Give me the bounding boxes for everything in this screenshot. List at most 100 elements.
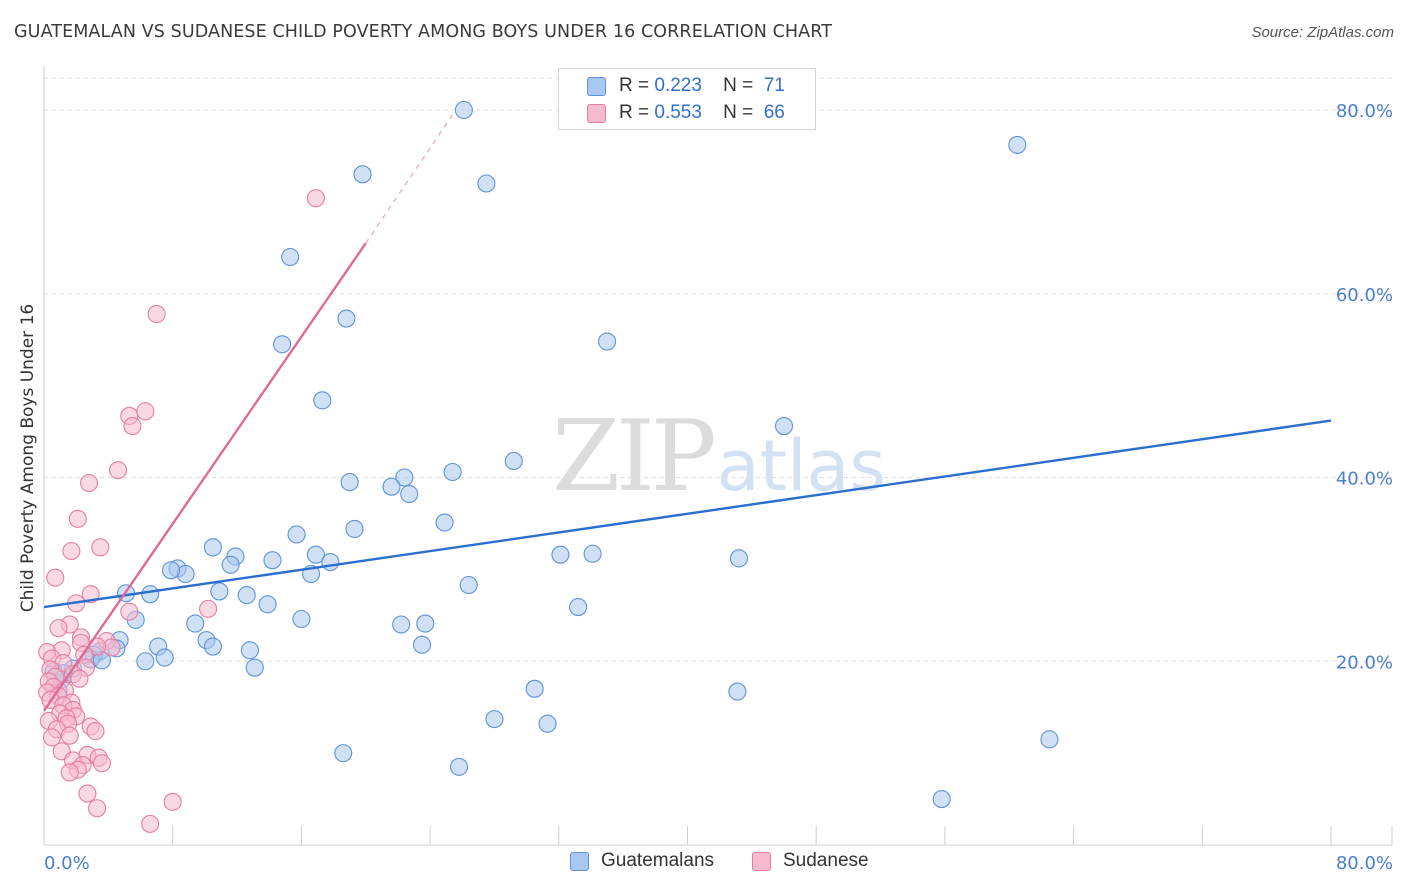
guatemalans-point (395, 468, 414, 487)
sudanese-point (42, 728, 62, 747)
watermark-zip: ZIP (552, 400, 717, 514)
sudanese-point (120, 602, 139, 621)
sudanese-point (60, 763, 79, 782)
y-tick-label: 80.0% (1336, 101, 1393, 122)
guatemalans-point (583, 544, 602, 563)
guatemalans-point (345, 519, 364, 539)
sudanese-point (60, 726, 79, 745)
guatemalans-point (353, 165, 372, 184)
sudanese-point (147, 304, 166, 324)
guatemalans-point (504, 451, 523, 471)
guatemalans-point (400, 484, 419, 504)
series-legend: Guatemalans Sudanese (0, 850, 1406, 880)
guatemalans-point (454, 100, 473, 120)
sudanese-point (92, 754, 111, 773)
guatemalans-point (141, 585, 160, 604)
guatemalans-point (569, 597, 588, 617)
guatemalans-point (162, 561, 181, 580)
guatemalans-point (203, 637, 222, 656)
grid-layer (44, 77, 1392, 662)
series-label-sudanese: Sudanese (783, 850, 869, 871)
guatemalans-point (245, 658, 264, 677)
series-label-guatemalans: Guatemalans (601, 850, 715, 871)
guatemalans-point (525, 679, 544, 698)
guatemalans-point (435, 513, 454, 532)
guatemalans-point (392, 615, 411, 634)
sudanese-point (163, 792, 182, 811)
guatemalans-point (258, 595, 277, 614)
guatemalans-point (306, 545, 325, 564)
guatemalans-point (136, 652, 155, 671)
guatemalans-point (273, 335, 292, 354)
guatemalans-point (413, 635, 432, 654)
sudanese-point (86, 722, 105, 741)
guatemalans-point (203, 538, 222, 557)
trend-layer (43, 109, 1332, 712)
guatemalans-point (240, 641, 259, 660)
sudanese-point (136, 402, 155, 421)
sudanese-point (141, 814, 160, 833)
sudanese-point (306, 189, 325, 208)
guatemalans-point (321, 552, 340, 572)
guatemalans-point (459, 575, 478, 595)
guatemalans-point (729, 549, 749, 568)
sudanese-point (79, 473, 99, 493)
x-tick-label: 80.0% (1336, 853, 1393, 874)
series-swatch-sudanese (752, 852, 771, 871)
guatemalans-point (340, 473, 359, 492)
sudanese-point (78, 784, 97, 803)
series-swatch-guatemalans (570, 852, 589, 871)
sudanese-point (199, 599, 218, 618)
guatemalans-point (932, 790, 951, 809)
sudanese-point (70, 669, 89, 688)
guatemalans-point (313, 391, 332, 410)
y-tick-label: 60.0% (1336, 285, 1393, 306)
legend-text-sudanese: R = 0.553 N = 66 (619, 102, 785, 123)
guatemalans-point (334, 744, 353, 763)
sudanese-point (108, 461, 128, 480)
guatemalans-point (416, 614, 435, 633)
watermark-atlas: atlas (716, 425, 886, 507)
guatemalans-point (281, 247, 300, 267)
points-layer (38, 100, 1059, 833)
chart-source: Source: ZipAtlas.com (1251, 24, 1394, 41)
watermark: ZIPatlas (552, 400, 886, 514)
guatemalans-point (598, 332, 617, 351)
sudanese-point (46, 568, 65, 587)
guatemalans-point (382, 477, 401, 496)
guatemalans-point (477, 174, 496, 193)
x-tick-label: 0.0% (44, 853, 90, 874)
guatemalans-point (1040, 730, 1059, 749)
sudanese-trend-extension (365, 109, 457, 244)
guatemalans-point (186, 614, 205, 633)
guatemalans-point (551, 545, 570, 564)
guatemalans-point (292, 609, 311, 629)
guatemalans-point (287, 525, 306, 544)
y-tick-label: 40.0% (1336, 469, 1393, 490)
sudanese-point (91, 538, 110, 557)
chart-title: GUATEMALAN VS SUDANESE CHILD POVERTY AMO… (14, 22, 833, 42)
axis-layer (43, 66, 1393, 846)
guatemalans-point (774, 416, 794, 436)
guatemalans-point (443, 462, 462, 482)
sudanese-point (68, 509, 87, 528)
guatemalans-point (450, 757, 469, 776)
sudanese-point (81, 585, 100, 604)
sudanese-point (123, 416, 142, 436)
guatemalans-point (155, 648, 174, 667)
guatemalans-point (728, 682, 747, 701)
y-tick-label: 20.0% (1336, 652, 1393, 673)
guatemalans-point (1008, 135, 1027, 154)
legend-swatch-guatemalans (587, 77, 606, 96)
legend-text-guatemalans: R = 0.223 N = 71 (619, 75, 785, 96)
sudanese-point (88, 799, 107, 818)
guatemalans-point (538, 714, 557, 733)
guatemalans-point (210, 582, 229, 601)
tick-layer: 20.0% 40.0% 60.0% 80.0% 0.0% 80.0% (44, 101, 1393, 874)
guatemalans-point (263, 551, 282, 570)
guatemalans-point (485, 710, 504, 729)
sudanese-point (62, 541, 81, 561)
guatemalans-point (337, 309, 356, 328)
sudanese-trend-line (43, 242, 367, 712)
